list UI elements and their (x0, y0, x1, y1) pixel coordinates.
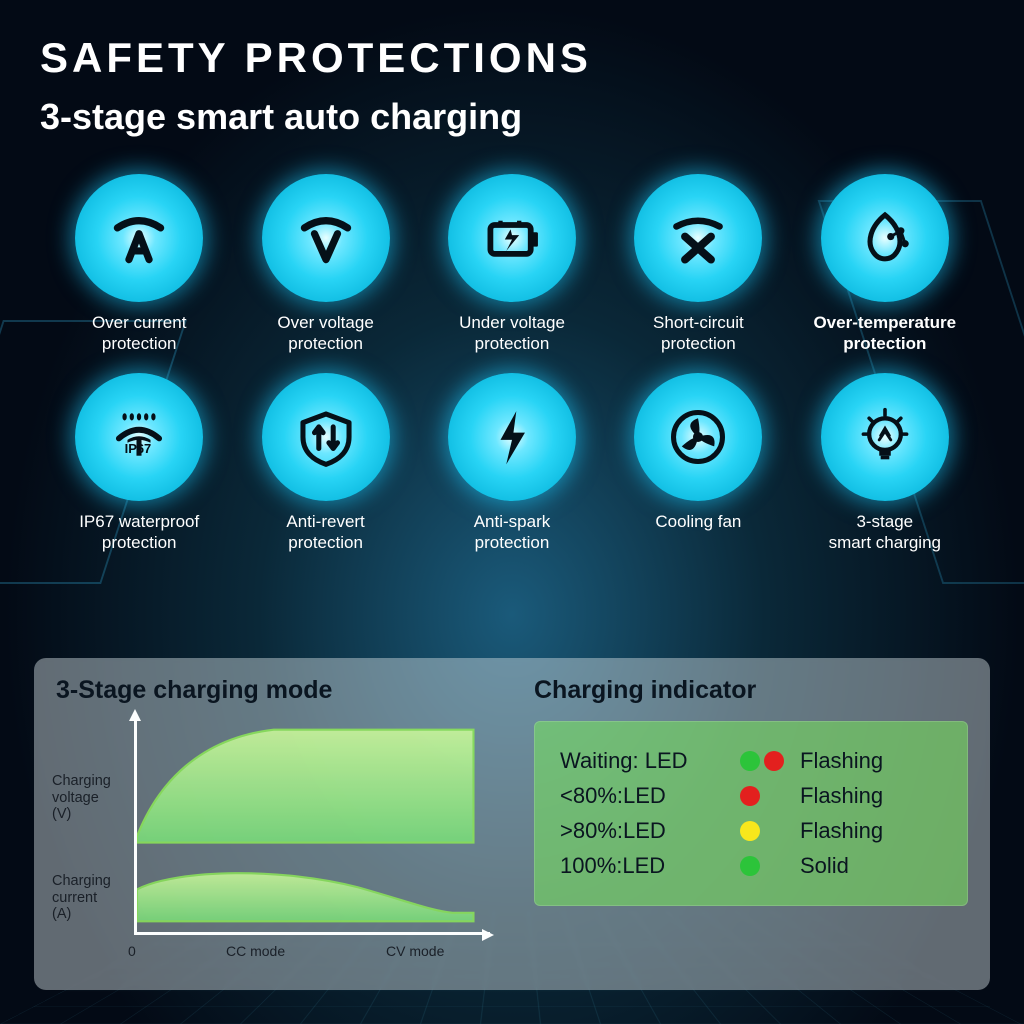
svg-text:IP67: IP67 (125, 440, 152, 455)
led-dot (764, 751, 784, 771)
feature-label: Over voltage protection (238, 312, 412, 355)
indicator-dots (740, 786, 800, 806)
feature-item: IP67 IP67 waterproof protection (52, 373, 226, 554)
page-title: SAFETY PROTECTIONS (40, 34, 984, 82)
indicator-row: Waiting: LED Flashing (560, 748, 946, 774)
indicator-panel: Charging indicator Waiting: LED Flashing… (512, 658, 990, 990)
feature-item: Under voltage protection (425, 174, 599, 355)
bottom-panel: 3-Stage charging mode Charging voltage (… (34, 658, 990, 990)
x-axis-label: CV mode (386, 943, 444, 959)
indicator-title: Charging indicator (534, 676, 968, 705)
feature-item: Over current protection (52, 174, 226, 355)
over-temp-icon (821, 174, 949, 302)
led-dot (740, 821, 760, 841)
indicator-dots (740, 821, 800, 841)
y-axis-label: Charging current (A) (52, 873, 111, 923)
feature-label: IP67 waterproof protection (52, 511, 226, 554)
chart-panel: 3-Stage charging mode Charging voltage (… (34, 658, 512, 990)
indicator-label: Waiting: LED (560, 748, 740, 774)
over-current-icon (75, 174, 203, 302)
indicator-dots (740, 856, 800, 876)
feature-label: Under voltage protection (425, 312, 599, 355)
feature-item: Over-temperature protection (798, 174, 972, 355)
feature-label: Over current protection (52, 312, 226, 355)
feature-label: 3-stage smart charging (798, 511, 972, 554)
indicator-row: 100%:LED Solid (560, 853, 946, 879)
ip67-icon: IP67 (75, 373, 203, 501)
indicator-label: <80%:LED (560, 783, 740, 809)
anti-spark-icon (448, 373, 576, 501)
chart-svg-host (137, 719, 484, 932)
x-axis-label: 0 (128, 943, 136, 959)
feature-item: Short-circuit protection (611, 174, 785, 355)
indicator-label: 100%:LED (560, 853, 740, 879)
main-container: SAFETY PROTECTIONS 3-stage smart auto ch… (0, 0, 1024, 553)
feature-label: Short-circuit protection (611, 312, 785, 355)
under-voltage-icon (448, 174, 576, 302)
indicator-row: <80%:LED Flashing (560, 783, 946, 809)
chart-title: 3-Stage charging mode (56, 676, 490, 705)
bulb-icon (821, 373, 949, 501)
feature-label: Anti-spark protection (425, 511, 599, 554)
feature-label: Anti-revert protection (238, 511, 412, 554)
indicator-state: Flashing (800, 783, 883, 809)
feature-item: 3-stage smart charging (798, 373, 972, 554)
indicator-box: Waiting: LED Flashing<80%:LED Flashing>8… (534, 721, 968, 906)
feature-item: Anti-revert protection (238, 373, 412, 554)
short-circuit-icon (634, 174, 762, 302)
x-axis-label: CC mode (226, 943, 285, 959)
feature-grid: Over current protection Over voltage pro… (40, 174, 984, 553)
indicator-dots (740, 751, 800, 771)
led-dot (740, 751, 760, 771)
anti-revert-icon (262, 373, 390, 501)
indicator-row: >80%:LED Flashing (560, 818, 946, 844)
feature-label: Cooling fan (611, 511, 785, 532)
feature-item: Cooling fan (611, 373, 785, 554)
over-voltage-icon (262, 174, 390, 302)
led-dot (740, 786, 760, 806)
indicator-state: Flashing (800, 818, 883, 844)
page-subtitle: 3-stage smart auto charging (40, 96, 984, 138)
feature-label: Over-temperature protection (798, 312, 972, 355)
indicator-state: Solid (800, 853, 849, 879)
feature-item: Over voltage protection (238, 174, 412, 355)
indicator-label: >80%:LED (560, 818, 740, 844)
indicator-state: Flashing (800, 748, 883, 774)
led-dot (740, 856, 760, 876)
feature-item: Anti-spark protection (425, 373, 599, 554)
chart-wrap: Charging voltage (V)Charging current (A)… (56, 713, 490, 961)
y-axis-label: Charging voltage (V) (52, 773, 111, 823)
fan-icon (634, 373, 762, 501)
